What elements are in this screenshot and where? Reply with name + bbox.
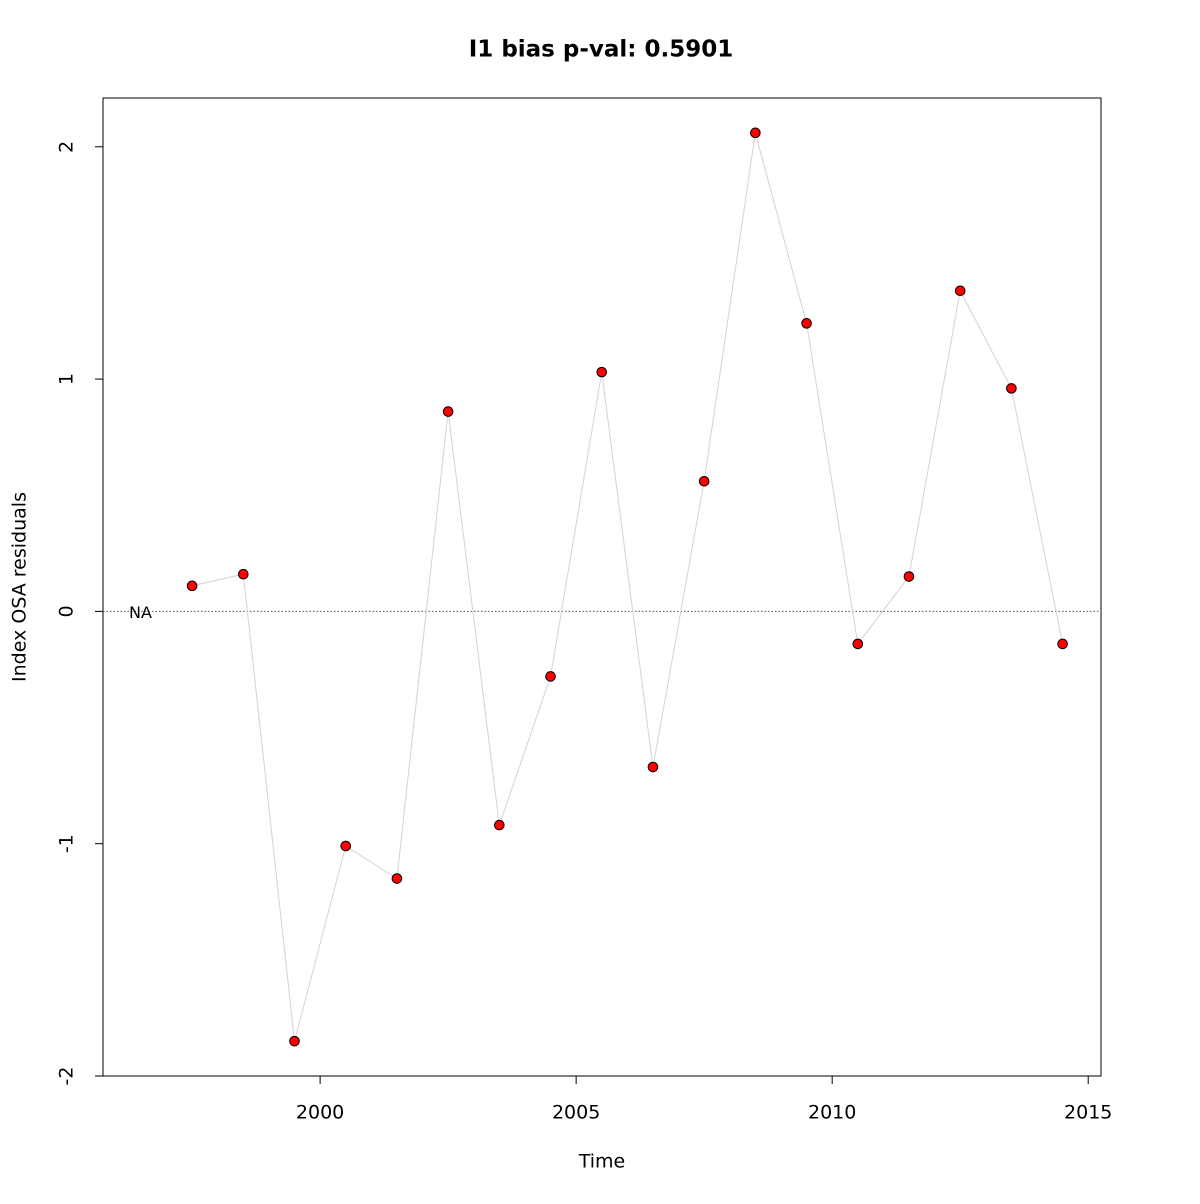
y-axis-label: Index OSA residuals: [9, 492, 31, 682]
point: [340, 840, 352, 852]
point: [442, 406, 454, 417]
series-line: [191, 132, 1064, 1042]
point: [801, 318, 812, 329]
point: [647, 761, 659, 773]
point: [545, 671, 556, 682]
y-tick-label: -1: [56, 834, 78, 853]
point: [596, 366, 608, 378]
y-tick-label: -2: [56, 1067, 78, 1086]
x-axis-label: Time: [578, 1151, 626, 1173]
point: [289, 1035, 300, 1047]
y-tick-label: 0: [56, 605, 78, 617]
point: [750, 127, 761, 139]
point: [1057, 638, 1068, 650]
x-tick-label: 2010: [808, 1102, 856, 1124]
chart-title: I1 bias p-val: 0.5901: [469, 37, 734, 63]
y-tick-label: 1: [56, 373, 78, 385]
x-tick-label: 2005: [552, 1102, 600, 1124]
y-tick-label: 2: [56, 141, 78, 153]
x-tick-label: 2015: [1064, 1102, 1112, 1124]
point: [238, 568, 249, 580]
plot-frame: [102, 97, 1102, 1077]
x-tick-label: 2000: [296, 1102, 344, 1124]
point: [903, 571, 915, 582]
point: [1006, 383, 1017, 394]
point: [391, 873, 403, 884]
point: [494, 819, 505, 831]
point: [954, 285, 966, 297]
na-annotation: NA: [129, 603, 152, 622]
point: [186, 580, 198, 592]
point: [698, 476, 710, 487]
point: [852, 638, 864, 650]
